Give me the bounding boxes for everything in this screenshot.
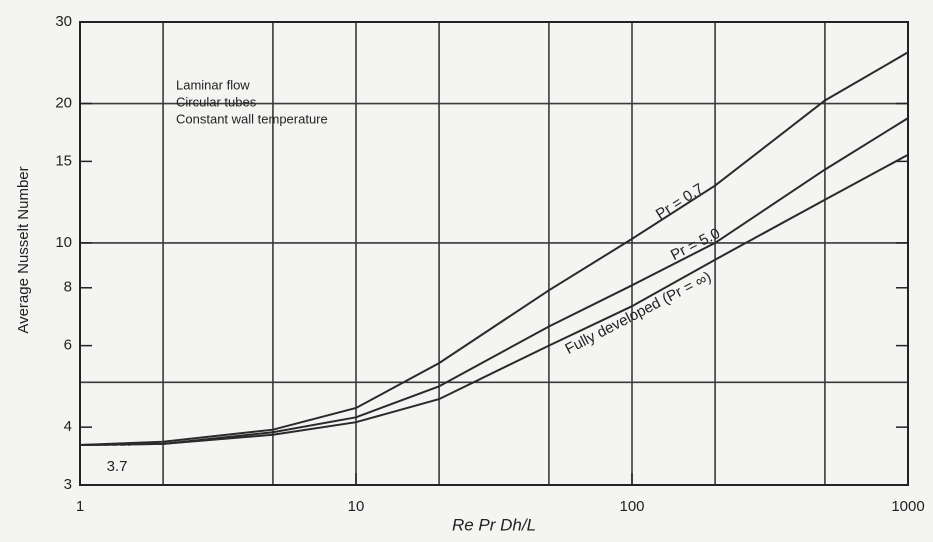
- y-axis-label: Average Nusselt Number: [15, 166, 32, 333]
- y-tick-label: 20: [55, 94, 72, 111]
- annotation: Laminar flow: [176, 77, 250, 92]
- curve: [79, 153, 909, 446]
- plot-frame: [79, 21, 909, 486]
- y-tick-label: 15: [55, 152, 72, 169]
- y-tick-label: 4: [64, 418, 72, 435]
- y-tick-label: 30: [55, 13, 72, 30]
- y-tick-label: 6: [64, 337, 72, 354]
- annotation: Constant wall temperature: [176, 111, 328, 126]
- x-tick-label: 1: [76, 498, 84, 515]
- y-tick-label: 10: [55, 234, 72, 251]
- x-tick-label: 100: [619, 498, 644, 515]
- curve-label: Pr = 0.7: [653, 180, 707, 223]
- x-tick-label: 10: [348, 498, 365, 515]
- curve: [79, 51, 909, 446]
- limit-label: 3.7: [107, 458, 128, 475]
- x-axis-label: Re Pr Dh/L: [452, 515, 536, 534]
- y-tick-label: 8: [64, 279, 72, 296]
- y-tick-label: 3: [64, 476, 72, 493]
- curve: [79, 117, 909, 446]
- annotation: Circular tubes: [176, 94, 257, 109]
- x-tick-label: 1000: [891, 498, 924, 515]
